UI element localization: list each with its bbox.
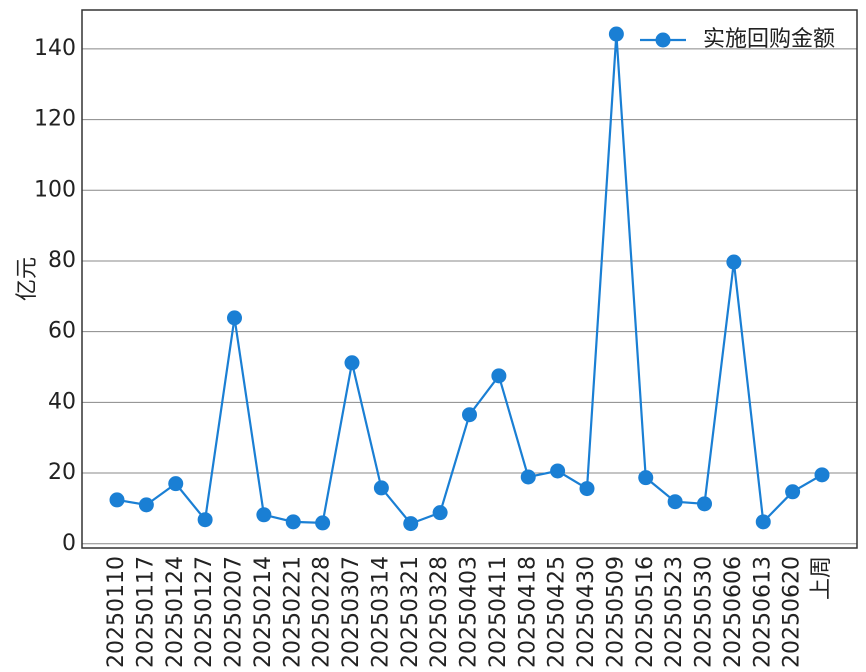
x-tick-label: 20250523	[662, 556, 687, 668]
point	[667, 494, 683, 510]
x-tick-label: 20250509	[603, 556, 628, 668]
x-tick-label: 20250124	[163, 556, 188, 668]
x-tick-label: 20250314	[368, 556, 393, 668]
plot-frame	[81, 9, 858, 549]
point	[285, 514, 301, 530]
x-tick-label: 20250307	[339, 556, 364, 668]
x-tick-label: 20250221	[280, 556, 305, 668]
point	[138, 497, 154, 513]
y-tick-label: 80	[48, 248, 76, 273]
x-tick-label: 20250321	[398, 556, 423, 668]
point	[608, 26, 624, 42]
y-axis-label: 亿元	[15, 257, 40, 301]
y-tick-label: 40	[48, 389, 76, 414]
point	[726, 254, 742, 270]
line	[116, 33, 823, 525]
y-tick-label: 60	[48, 319, 76, 344]
x-tick-label: 20250606	[721, 556, 746, 668]
point	[315, 515, 331, 531]
x-tick-label: 20250214	[251, 556, 276, 668]
point	[109, 492, 125, 508]
y-tick-label: 100	[34, 177, 76, 202]
x-tick-label: 上周	[809, 556, 834, 600]
point	[785, 484, 801, 500]
x-tick-label: 20250110	[104, 556, 129, 668]
point	[520, 469, 536, 485]
y-tick-label: 140	[34, 36, 76, 61]
y-tick-label: 20	[48, 460, 76, 485]
point	[197, 512, 213, 528]
point	[432, 505, 448, 521]
point	[462, 407, 477, 423]
point	[550, 463, 566, 479]
legend-label: 实施回购金额	[703, 27, 835, 52]
point	[697, 496, 712, 512]
y-tick-label: 120	[34, 107, 76, 132]
point	[638, 470, 654, 486]
point	[403, 516, 419, 532]
x-tick-label: 20250411	[486, 556, 511, 668]
legend-marker	[655, 32, 671, 48]
x-tick-label: 20250418	[515, 556, 540, 668]
x-tick-label: 20250207	[222, 556, 247, 668]
point	[755, 514, 771, 530]
x-tick-label: 20250613	[750, 556, 775, 668]
x-tick-label: 20250228	[310, 556, 335, 668]
x-tick-label: 20250620	[780, 556, 805, 668]
point	[373, 480, 389, 496]
x-tick-label: 20250430	[574, 556, 599, 668]
point	[227, 310, 242, 326]
point	[579, 481, 595, 497]
y-tick-label: 0	[62, 531, 76, 556]
x-tick-label: 20250425	[545, 556, 570, 668]
x-tick-label: 20250328	[427, 556, 452, 668]
x-tick-label: 20250127	[192, 556, 217, 668]
x-tick-label: 20250516	[633, 556, 658, 668]
point	[491, 368, 507, 384]
x-tick-label: 20250530	[692, 556, 717, 668]
x-tick-label: 20250117	[133, 556, 158, 668]
point	[344, 355, 360, 371]
point	[256, 507, 272, 523]
point	[814, 467, 830, 483]
x-tick-label: 20250403	[457, 556, 482, 668]
point	[168, 476, 184, 492]
